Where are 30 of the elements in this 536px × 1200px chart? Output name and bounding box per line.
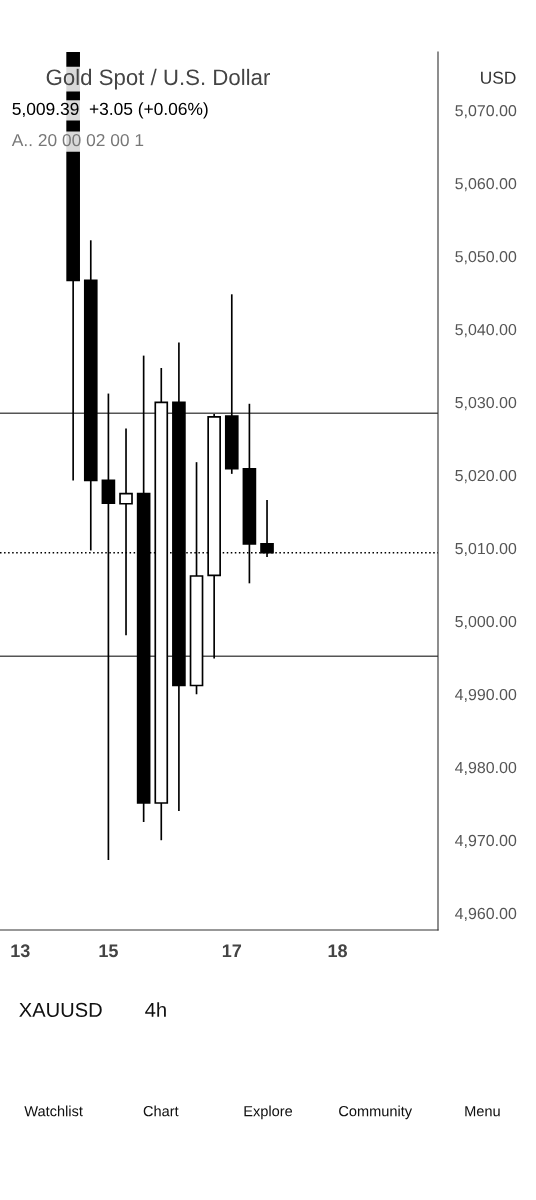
text: USD (481, 71, 516, 84)
text: XAUUSD (19, 1002, 102, 1018)
y-tick-label: 5,020.00 (455, 469, 517, 484)
y-tick-label: 5,070.00 (455, 105, 517, 119)
y-tick-label: 5,010.00 (455, 542, 517, 557)
x-tick-label: 18 (328, 944, 348, 958)
y-tick-label: 5,030.00 (455, 396, 517, 411)
y-tick-label: 4,970.00 (455, 834, 517, 849)
candlestick (119, 427, 133, 636)
x-tick-label: 15 (99, 944, 118, 958)
candlestick (83, 239, 98, 552)
text: Explore (244, 1105, 293, 1120)
annotation: A.. 20 00 02 00 1 (11, 133, 144, 147)
text: Gold Spot / U.S. Dollar (46, 68, 270, 90)
y-tick-label: 4,960.00 (455, 907, 517, 922)
x-tick-label: 13 (11, 944, 30, 958)
x-tick-label: 17 (222, 944, 242, 957)
text: Community (339, 1105, 413, 1120)
y-tick-label: 5,050.00 (455, 250, 517, 265)
text: Chart (143, 1105, 179, 1117)
y-tick-label: 5,000.00 (455, 615, 517, 630)
text: 4h (145, 1002, 166, 1017)
candlestick (154, 367, 169, 842)
y-tick-label: 5,040.00 (455, 323, 517, 338)
text: Menu (465, 1106, 500, 1117)
y-tick-label: 5,060.00 (455, 178, 517, 192)
text: 5,009.39 +3.05 (+0.06%) (12, 102, 208, 119)
y-tick-label: 4,990.00 (455, 688, 517, 703)
text: Watchlist (24, 1105, 83, 1117)
y-tick-label: 4,980.00 (455, 761, 517, 776)
